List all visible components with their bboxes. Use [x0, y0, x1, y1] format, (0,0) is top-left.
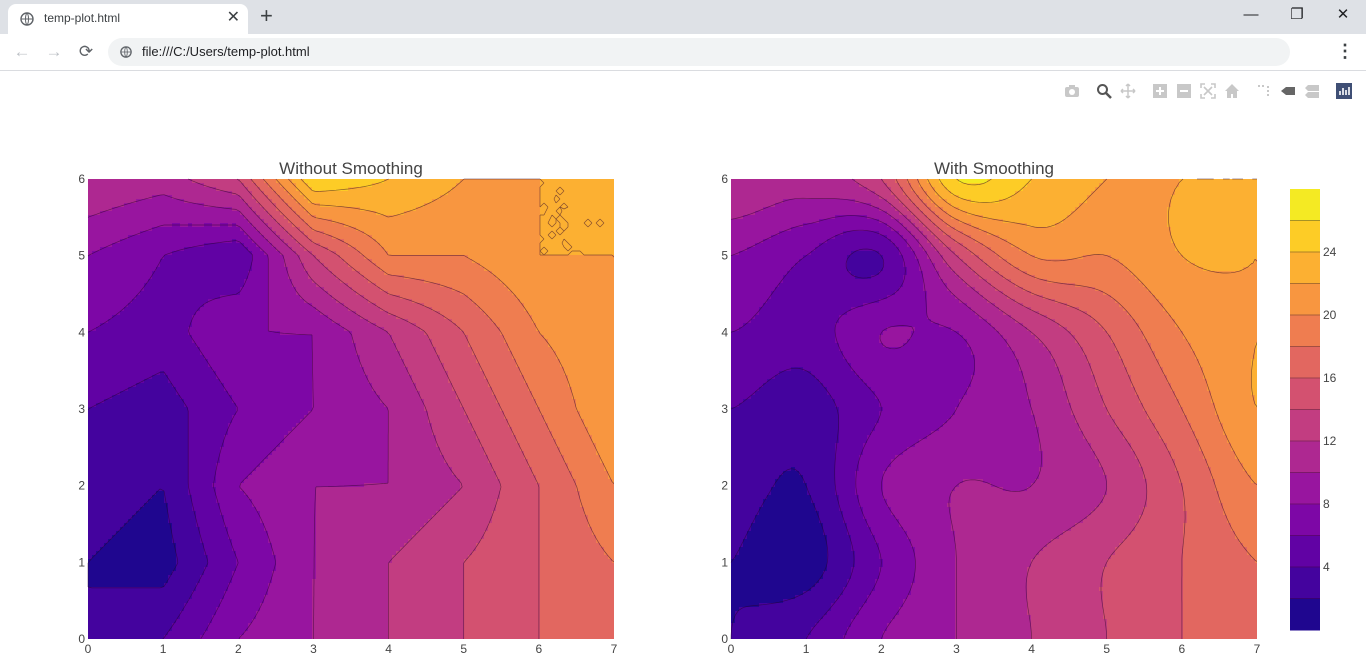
colorbar-band [1290, 378, 1320, 410]
url-text: file:///C:/Users/temp-plot.html [142, 44, 310, 59]
x-tick-label: 2 [878, 642, 885, 656]
y-tick-label: 6 [721, 172, 728, 186]
x-tick-label: 1 [160, 642, 167, 656]
y-tick-label: 1 [78, 555, 85, 569]
y-tick-label: 0 [78, 632, 85, 646]
colorbar-tick-label: 8 [1323, 497, 1330, 511]
colorbar-band [1290, 535, 1320, 568]
y-tick-label: 0 [721, 632, 728, 646]
colorbar-band [1290, 220, 1320, 253]
colorbar-tick-label: 24 [1323, 245, 1337, 259]
autoscale-icon[interactable] [1200, 83, 1216, 99]
x-tick-label: 6 [536, 642, 543, 656]
contour-lines [87, 178, 617, 640]
hover-compare-icon[interactable] [1304, 83, 1320, 99]
globe-icon [20, 12, 34, 26]
colorbar-band [1290, 189, 1320, 221]
colorbar-band [1290, 346, 1320, 379]
x-tick-label: 5 [1103, 642, 1110, 656]
y-tick-label: 3 [78, 402, 85, 416]
contour-fill [88, 179, 615, 640]
y-tick-label: 6 [78, 172, 85, 186]
new-tab-button[interactable]: + [260, 5, 273, 27]
colorbar-band [1290, 598, 1320, 631]
reload-icon[interactable]: ⟳ [74, 41, 98, 63]
x-tick-label: 5 [460, 642, 467, 656]
zoom-icon[interactable] [1096, 83, 1112, 99]
x-tick-label: 2 [235, 642, 242, 656]
colorbar-band [1290, 409, 1320, 442]
y-tick-label: 4 [78, 325, 85, 339]
x-tick-label: 0 [85, 642, 92, 656]
colorbar-band [1290, 252, 1320, 284]
x-tick-label: 4 [1028, 642, 1035, 656]
colorbar-tick-label: 16 [1323, 371, 1337, 385]
panel-title: Without Smoothing [279, 159, 423, 178]
panel-title: With Smoothing [934, 159, 1054, 178]
plot-modebar [1060, 83, 1360, 101]
tab-strip: temp-plot.html ✕ + — ❐ ✕ [0, 0, 1366, 34]
tab-close-icon[interactable]: ✕ [227, 9, 240, 27]
colorbar-band [1290, 315, 1320, 347]
plotly-logo-icon[interactable] [1336, 83, 1352, 99]
contour-lines [730, 178, 1260, 640]
x-tick-label: 1 [803, 642, 810, 656]
colorbar-band [1290, 441, 1320, 473]
colorbar-band [1290, 472, 1320, 505]
x-tick-label: 4 [385, 642, 392, 656]
y-tick-label: 5 [721, 249, 728, 263]
colorbar: 4 8 12 16 20 24 [1290, 189, 1337, 631]
hover-closest-icon[interactable] [1280, 83, 1296, 99]
kebab-menu-icon[interactable]: ⋮ [1336, 41, 1354, 61]
y-tick-label: 2 [78, 479, 85, 493]
x-tick-label: 7 [611, 642, 618, 656]
browser-tab[interactable]: temp-plot.html ✕ [8, 4, 248, 34]
colorbar-tick-label: 4 [1323, 560, 1330, 574]
colorbar-tick-label: 20 [1323, 308, 1337, 322]
y-tick-label: 3 [721, 402, 728, 416]
y-tick-label: 5 [78, 249, 85, 263]
reset-axes-icon[interactable] [1224, 83, 1240, 99]
restore-icon[interactable]: ❐ [1274, 4, 1320, 26]
colorbar-band [1290, 504, 1320, 536]
minimize-icon[interactable]: — [1228, 4, 1274, 26]
x-tick-label: 0 [728, 642, 735, 656]
colorbar-band [1290, 283, 1320, 316]
y-tick-label: 2 [721, 479, 728, 493]
x-tick-label: 6 [1179, 642, 1186, 656]
colorbar-tick-label: 12 [1323, 434, 1337, 448]
forward-icon[interactable]: → [42, 41, 66, 63]
camera-icon[interactable] [1064, 83, 1080, 99]
pan-icon[interactable] [1120, 83, 1136, 99]
x-tick-label: 3 [310, 642, 317, 656]
zoom-out-icon[interactable] [1176, 83, 1192, 99]
x-tick-label: 7 [1254, 642, 1261, 656]
spike-lines-icon[interactable] [1256, 83, 1272, 99]
y-tick-label: 1 [721, 555, 728, 569]
zoom-in-icon[interactable] [1152, 83, 1168, 99]
close-icon[interactable]: ✕ [1320, 4, 1366, 26]
globe-icon [120, 46, 132, 58]
contour-panel-without-smoothing[interactable]: Without Smoothing 0 1 2 3 4 5 6 7 0 1 2 3 4 5 6 [78, 159, 626, 656]
back-icon[interactable]: ← [10, 41, 34, 63]
address-bar[interactable]: file:///C:/Users/temp-plot.html [108, 38, 1290, 66]
x-tick-label: 3 [953, 642, 960, 656]
contour-panel-with-smoothing[interactable]: With Smoothing 0 1 2 3 4 5 6 7 0 1 2 3 4 5 6 [721, 159, 1269, 656]
y-tick-label: 4 [721, 325, 728, 339]
browser-toolbar: ← → ⟳ file:///C:/Users/temp-plot.html ⋮ [0, 34, 1366, 71]
colorbar-band [1290, 567, 1320, 599]
tab-title: temp-plot.html [44, 11, 120, 25]
contour-fill [731, 179, 1258, 640]
